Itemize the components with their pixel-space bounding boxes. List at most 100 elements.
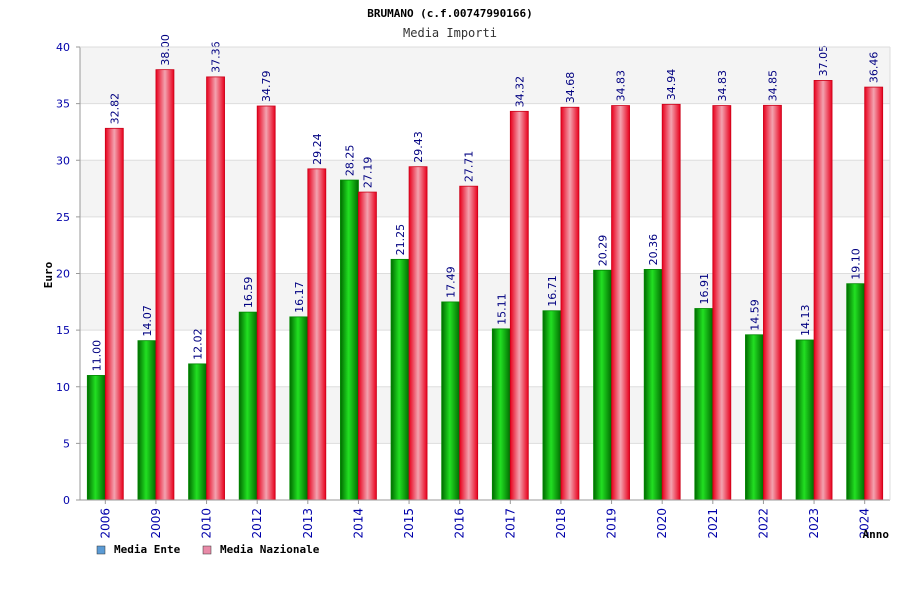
data-label-media-ente: 20.36 <box>647 234 660 266</box>
chart-title: BRUMANO (c.f.00747990166) <box>367 7 533 20</box>
legend-label-media-nazionale: Media Nazionale <box>220 543 320 556</box>
bar-media-ente <box>238 311 258 501</box>
bar-media-ente <box>593 269 612 501</box>
x-tick-label: 2015 <box>402 508 416 539</box>
y-tick-label: 10 <box>56 381 70 394</box>
data-label-media-ente: 12.02 <box>192 328 205 360</box>
bar-media-nazionale <box>408 166 428 501</box>
bar-media-ente <box>390 258 410 501</box>
data-label-media-ente: 20.29 <box>597 235 610 267</box>
data-label-media-nazionale: 29.24 <box>311 133 324 165</box>
data-label-media-nazionale: 36.46 <box>868 52 881 84</box>
data-label-media-nazionale: 37.05 <box>817 45 830 77</box>
data-label-media-ente: 14.59 <box>748 299 761 331</box>
data-label-media-ente: 19.10 <box>850 248 863 280</box>
bar-media-ente <box>795 339 815 501</box>
y-tick-label: 25 <box>56 211 70 224</box>
data-label-media-nazionale: 37.36 <box>210 41 223 73</box>
data-label-media-nazionale: 34.79 <box>260 71 273 103</box>
data-label-media-nazionale: 34.32 <box>513 76 526 108</box>
bar-media-ente <box>643 269 663 501</box>
bar-media-nazionale <box>307 168 327 501</box>
legend-swatch-media-ente <box>96 545 106 555</box>
y-tick-label: 0 <box>63 494 70 507</box>
axes <box>79 46 891 501</box>
bar-media-ente <box>694 308 714 501</box>
x-axis-ticks: 2006 2009 2010 2012 2013 2014 2015 2016 2017 2018… <box>98 500 872 539</box>
y-tick-label: 20 <box>56 268 70 281</box>
bar-media-ente <box>340 179 359 501</box>
data-label-media-nazionale: 27.71 <box>463 151 476 183</box>
x-tick-label: 2018 <box>554 508 568 539</box>
legend: Media Ente Media Nazionale <box>96 543 320 556</box>
x-tick-label: 2019 <box>605 508 619 539</box>
x-axis-label: Anno <box>863 528 890 541</box>
x-tick-label: 2012 <box>250 508 264 539</box>
data-label-media-ente: 14.13 <box>799 304 812 336</box>
y-axis-label: Euro <box>42 261 55 288</box>
bar-media-nazionale <box>864 86 884 501</box>
x-tick-label: 2024 <box>858 508 872 539</box>
x-tick-label: 2014 <box>351 508 365 539</box>
x-tick-label: 2016 <box>453 508 467 539</box>
bar-media-nazionale <box>104 127 124 501</box>
data-label-media-ente: 15.11 <box>495 293 508 325</box>
data-label-media-ente: 16.91 <box>698 273 711 305</box>
bar-media-nazionale <box>358 191 377 501</box>
x-tick-label: 2022 <box>756 508 770 539</box>
bar-media-ente <box>137 340 157 501</box>
x-tick-label: 2006 <box>98 508 112 539</box>
data-label-media-nazionale: 27.19 <box>361 157 374 189</box>
data-label-media-nazionale: 34.85 <box>766 70 779 102</box>
bar-media-nazionale <box>459 185 479 501</box>
bar-media-ente <box>289 316 309 501</box>
bar-media-ente <box>491 328 511 501</box>
x-tick-label: 2023 <box>807 508 821 539</box>
bar-media-ente <box>745 334 764 501</box>
data-label-media-nazionale: 34.68 <box>564 72 577 104</box>
x-tick-label: 2021 <box>706 508 720 539</box>
data-label-media-nazionale: 29.43 <box>412 131 425 163</box>
bar-media-nazionale <box>206 76 225 501</box>
data-label-media-ente: 28.25 <box>343 145 356 177</box>
bar-media-nazionale <box>256 105 276 501</box>
y-tick-label: 5 <box>63 437 70 450</box>
bar-media-nazionale <box>509 110 529 501</box>
bar-media-nazionale <box>560 106 580 501</box>
legend-label-media-ente: Media Ente <box>114 543 181 556</box>
data-label-media-ente: 21.25 <box>394 224 407 256</box>
data-label-media-ente: 16.71 <box>546 275 559 307</box>
data-label-media-ente: 11.00 <box>90 340 103 372</box>
data-label-media-ente: 14.07 <box>141 305 154 337</box>
legend-swatch-media-nazionale <box>202 545 212 555</box>
data-label-media-nazionale: 34.94 <box>665 69 678 101</box>
data-label-media-ente: 16.17 <box>293 281 306 313</box>
x-tick-label: 2020 <box>655 508 669 539</box>
data-label-media-ente: 16.59 <box>242 277 255 309</box>
y-axis-ticks: 0 5 10 15 20 25 30 35 40 <box>56 41 80 507</box>
bar-media-nazionale <box>661 103 681 501</box>
bar-media-ente <box>542 310 562 501</box>
x-tick-label: 2017 <box>503 508 517 539</box>
bar-media-nazionale <box>155 69 175 501</box>
bar-media-nazionale <box>763 104 782 501</box>
data-label-media-nazionale: 38.00 <box>159 34 172 66</box>
data-label-media-nazionale: 34.83 <box>615 70 628 102</box>
y-tick-label: 15 <box>56 324 70 337</box>
bar-media-ente <box>188 363 207 501</box>
data-label-media-nazionale: 34.83 <box>716 70 729 102</box>
bar-media-ente <box>86 375 106 501</box>
bar-labels: 11.00 32.82 14.07 38.00 12.02 37.36 16.59 34.79… <box>90 34 880 371</box>
y-tick-label: 35 <box>56 98 70 111</box>
y-tick-label: 30 <box>56 154 70 167</box>
bar-media-ente <box>441 301 461 501</box>
bar-media-nazionale <box>712 105 732 501</box>
bar-media-nazionale <box>813 80 833 501</box>
bar-media-nazionale <box>611 105 630 501</box>
data-label-media-nazionale: 32.82 <box>108 93 121 125</box>
x-tick-label: 2013 <box>301 508 315 539</box>
x-tick-label: 2010 <box>200 508 214 539</box>
bar-media-ente <box>846 283 866 501</box>
chart-subtitle: Media Importi <box>403 26 497 40</box>
